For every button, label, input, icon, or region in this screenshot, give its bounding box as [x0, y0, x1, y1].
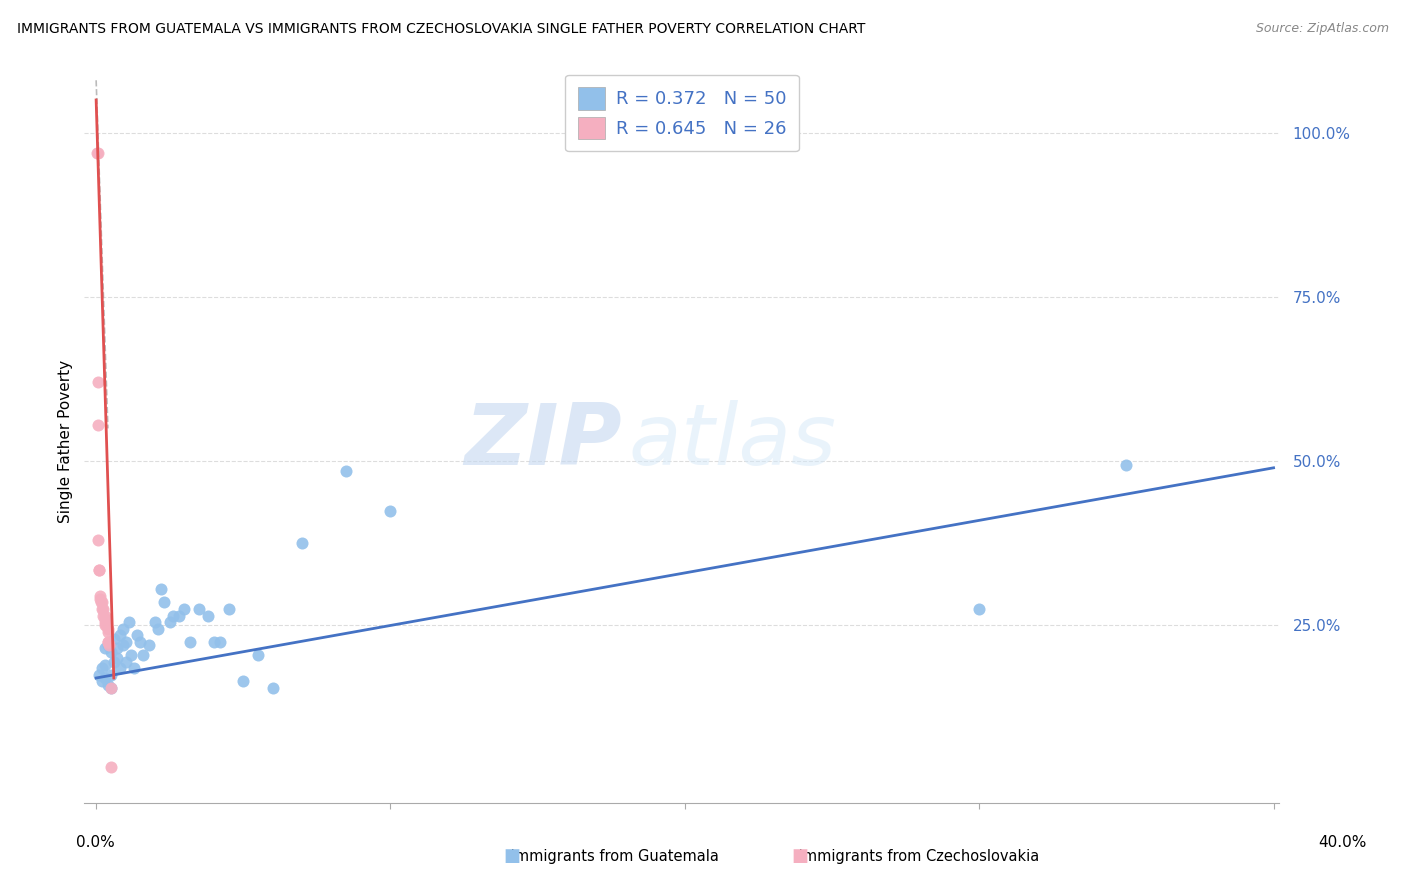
- Point: [291, 536, 314, 550]
- Point: [93, 608, 115, 623]
- Point: [89, 589, 111, 603]
- Point: [91, 661, 114, 675]
- Point: [120, 648, 142, 662]
- Point: [96, 618, 118, 632]
- Point: [97, 622, 120, 636]
- Point: [86, 145, 108, 160]
- Point: [97, 635, 120, 649]
- Legend: R = 0.372   N = 50, R = 0.645   N = 26: R = 0.372 N = 50, R = 0.645 N = 26: [565, 75, 799, 152]
- Point: [380, 503, 402, 517]
- Point: [335, 464, 357, 478]
- Point: [100, 667, 122, 681]
- Point: [87, 563, 110, 577]
- Point: [188, 602, 211, 616]
- Point: [103, 655, 125, 669]
- Point: [124, 661, 146, 675]
- Point: [153, 595, 176, 609]
- Text: ZIP: ZIP: [464, 400, 623, 483]
- Point: [149, 582, 172, 597]
- Point: [262, 681, 284, 695]
- Point: [100, 681, 122, 695]
- Point: [202, 635, 225, 649]
- Point: [247, 648, 270, 662]
- Point: [111, 638, 134, 652]
- Point: [87, 563, 110, 577]
- Point: [179, 635, 201, 649]
- Text: 0.0%: 0.0%: [76, 836, 115, 850]
- Point: [105, 651, 128, 665]
- Point: [97, 625, 120, 640]
- Point: [114, 655, 136, 669]
- Point: [138, 638, 160, 652]
- Text: atlas: atlas: [628, 400, 837, 483]
- Y-axis label: Single Father Poverty: Single Father Poverty: [58, 360, 73, 523]
- Point: [94, 615, 117, 630]
- Point: [129, 635, 152, 649]
- Point: [94, 641, 117, 656]
- Point: [91, 674, 114, 689]
- Point: [162, 608, 184, 623]
- Point: [87, 667, 110, 681]
- Point: [967, 602, 990, 616]
- Text: ■: ■: [792, 847, 808, 865]
- Text: Immigrants from Czechoslovakia: Immigrants from Czechoslovakia: [794, 849, 1039, 863]
- Point: [94, 657, 117, 672]
- Point: [127, 628, 149, 642]
- Point: [97, 677, 120, 691]
- Point: [232, 674, 254, 689]
- Point: [117, 615, 139, 630]
- Point: [91, 602, 114, 616]
- Point: [94, 618, 117, 632]
- Point: [91, 595, 114, 609]
- Point: [94, 671, 117, 685]
- Point: [105, 641, 128, 656]
- Point: [143, 615, 166, 630]
- Point: [159, 615, 181, 630]
- Point: [90, 595, 112, 609]
- Point: [173, 602, 195, 616]
- Point: [132, 648, 155, 662]
- Point: [100, 681, 122, 695]
- Point: [91, 602, 114, 616]
- Point: [1115, 458, 1137, 472]
- Point: [167, 608, 190, 623]
- Point: [98, 638, 121, 652]
- Text: 40.0%: 40.0%: [1319, 836, 1367, 850]
- Point: [87, 418, 110, 433]
- Point: [100, 645, 122, 659]
- Point: [146, 622, 169, 636]
- Point: [97, 635, 120, 649]
- Text: Immigrants from Guatemala: Immigrants from Guatemala: [506, 849, 718, 863]
- Point: [111, 622, 134, 636]
- Point: [108, 661, 131, 675]
- Point: [97, 638, 120, 652]
- Point: [197, 608, 219, 623]
- Point: [114, 635, 136, 649]
- Point: [208, 635, 231, 649]
- Text: ■: ■: [503, 847, 520, 865]
- Text: Source: ZipAtlas.com: Source: ZipAtlas.com: [1256, 22, 1389, 36]
- Point: [89, 592, 111, 607]
- Point: [218, 602, 240, 616]
- Point: [100, 760, 122, 774]
- Point: [87, 376, 110, 390]
- Point: [94, 612, 117, 626]
- Point: [86, 145, 108, 160]
- Point: [87, 533, 110, 547]
- Point: [94, 608, 117, 623]
- Point: [108, 628, 131, 642]
- Point: [103, 632, 125, 646]
- Text: IMMIGRANTS FROM GUATEMALA VS IMMIGRANTS FROM CZECHOSLOVAKIA SINGLE FATHER POVERT: IMMIGRANTS FROM GUATEMALA VS IMMIGRANTS …: [17, 22, 865, 37]
